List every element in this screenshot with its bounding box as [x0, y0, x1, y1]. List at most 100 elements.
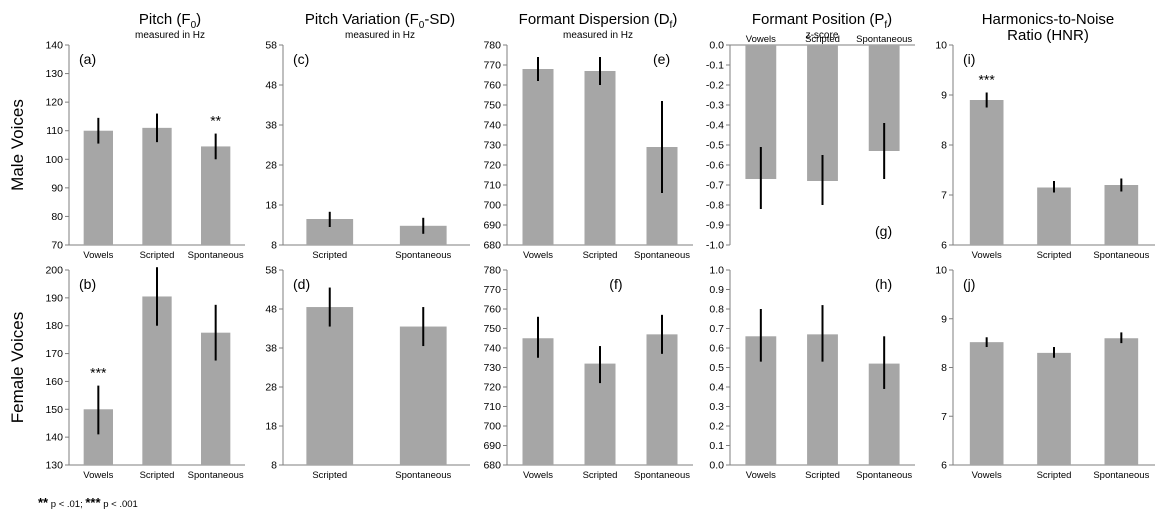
column-subtitle-3: measured in Hz	[563, 30, 633, 41]
category-label: Vowels	[523, 470, 553, 481]
panel-label: (c)	[293, 51, 309, 67]
y-tick-label: 720	[483, 160, 501, 172]
y-tick-label: 160	[45, 376, 63, 388]
y-tick-label: 9	[941, 90, 947, 102]
footnote-symbol-2: ***	[85, 495, 101, 510]
bar-vowels	[522, 69, 554, 245]
panel-b: 130 140 150 160 170 180 190 200 Vowels *** Scripte…	[45, 265, 245, 481]
bar-scripted	[584, 71, 616, 245]
y-tick-label: 190	[45, 292, 63, 304]
category-label: Spontaneous	[1093, 250, 1149, 261]
panel-label: (d)	[293, 276, 310, 292]
bar-spontaneous	[646, 334, 678, 465]
y-tick-label: 7	[941, 411, 947, 423]
category-label: Scripted	[140, 250, 175, 261]
category-label: Scripted	[583, 470, 618, 481]
y-tick-label: 760	[483, 304, 501, 316]
panel-f: 680 690 700 710 720 730 740 750 760 770 780 Vowels S…	[483, 265, 693, 481]
y-tick-label: 0.6	[709, 343, 724, 355]
category-label: Vowels	[523, 250, 553, 261]
category-label: Vowels	[83, 250, 113, 261]
y-tick-label: 180	[45, 320, 63, 332]
panel-c: 8 18 28 38 48 58 Scripted Spontaneous (c)	[265, 40, 470, 261]
category-label: Vowels	[746, 470, 776, 481]
bar-vowels	[969, 342, 1004, 465]
column-title-2: Pitch Variation (F0-SD)	[305, 11, 455, 31]
bar-scripted	[142, 127, 172, 245]
y-tick-label: 0.8	[709, 304, 724, 316]
category-label: Vowels	[972, 470, 1002, 481]
bar-spontaneous	[201, 146, 231, 245]
panel-d: 8 18 28 38 48 58 Scripted Spontaneous (d)	[265, 265, 470, 481]
row-label-2: Female Voices	[8, 312, 27, 424]
footnote-text-2: p < .001	[103, 499, 138, 510]
y-tick-label: 680	[483, 460, 501, 472]
bar-vowels	[83, 130, 113, 245]
y-tick-label: 130	[45, 460, 63, 472]
y-tick-label: 58	[265, 40, 277, 52]
category-label: Scripted	[312, 250, 347, 261]
y-tick-label: 0.7	[709, 323, 724, 335]
y-tick-label: 58	[265, 265, 277, 277]
panel-e: 680 690 700 710 720 730 740 750 760 770 780 Vowels S…	[483, 40, 693, 261]
category-label: Spontaneous	[856, 34, 912, 45]
category-label: Scripted	[583, 250, 618, 261]
y-tick-label: 0.5	[709, 362, 724, 374]
panel-label: (e)	[653, 51, 670, 67]
y-tick-label: 10	[935, 265, 947, 277]
significance-marker: ***	[978, 72, 995, 88]
category-label: Scripted	[140, 470, 175, 481]
panel-j: 6 7 8 9 10 Vowels Scripted Spontaneous (j)	[935, 265, 1155, 481]
y-tick-label: 28	[265, 160, 277, 172]
y-tick-label: 700	[483, 200, 501, 212]
y-tick-label: 710	[483, 180, 501, 192]
y-tick-label: 70	[51, 240, 63, 252]
y-tick-label: 740	[483, 343, 501, 355]
bar-scripted	[306, 307, 354, 465]
bar-vowels	[969, 100, 1004, 245]
y-tick-label: 90	[51, 182, 63, 194]
y-tick-label: -0.7	[706, 180, 724, 192]
category-label: Scripted	[805, 470, 840, 481]
y-tick-label: 170	[45, 348, 63, 360]
column-subtitle-1: measured in Hz	[135, 30, 205, 41]
y-tick-label: -0.1	[706, 60, 724, 72]
y-tick-label: 200	[45, 265, 63, 277]
y-tick-label: 150	[45, 404, 63, 416]
y-tick-label: 8	[941, 140, 947, 152]
y-tick-label: 720	[483, 382, 501, 394]
y-tick-label: 770	[483, 60, 501, 72]
y-tick-label: 8	[941, 362, 947, 374]
y-tick-label: -0.3	[706, 100, 724, 112]
category-label: Spontaneous	[634, 470, 690, 481]
y-tick-label: 140	[45, 432, 63, 444]
column-subtitle-4: z-score	[806, 30, 839, 41]
y-tick-label: 6	[941, 460, 947, 472]
y-tick-label: 9	[941, 313, 947, 325]
y-tick-label: 48	[265, 80, 277, 92]
y-tick-label: 80	[51, 211, 63, 223]
y-tick-label: 120	[45, 97, 63, 109]
y-tick-label: -0.8	[706, 200, 724, 212]
category-label: Scripted	[312, 470, 347, 481]
significance-footnote: ** p < .01; *** p < .001	[38, 495, 138, 510]
y-tick-label: 0.2	[709, 421, 724, 433]
category-label: Vowels	[746, 34, 776, 45]
y-tick-label: -1.0	[706, 240, 724, 252]
panel-label: (b)	[79, 276, 96, 292]
y-tick-label: 770	[483, 284, 501, 296]
y-tick-label: 18	[265, 421, 277, 433]
category-label: Spontaneous	[634, 250, 690, 261]
y-tick-label: 700	[483, 421, 501, 433]
y-tick-label: 8	[271, 460, 277, 472]
category-label: Scripted	[805, 34, 840, 45]
y-tick-label: 1.0	[709, 265, 724, 277]
y-tick-label: 710	[483, 401, 501, 413]
category-label: Spontaneous	[856, 470, 912, 481]
y-tick-label: 730	[483, 140, 501, 152]
y-tick-label: 48	[265, 304, 277, 316]
category-label: Vowels	[83, 470, 113, 481]
y-tick-label: -0.6	[706, 160, 724, 172]
y-tick-label: 780	[483, 40, 501, 52]
bar-spontaneous	[1104, 338, 1139, 465]
